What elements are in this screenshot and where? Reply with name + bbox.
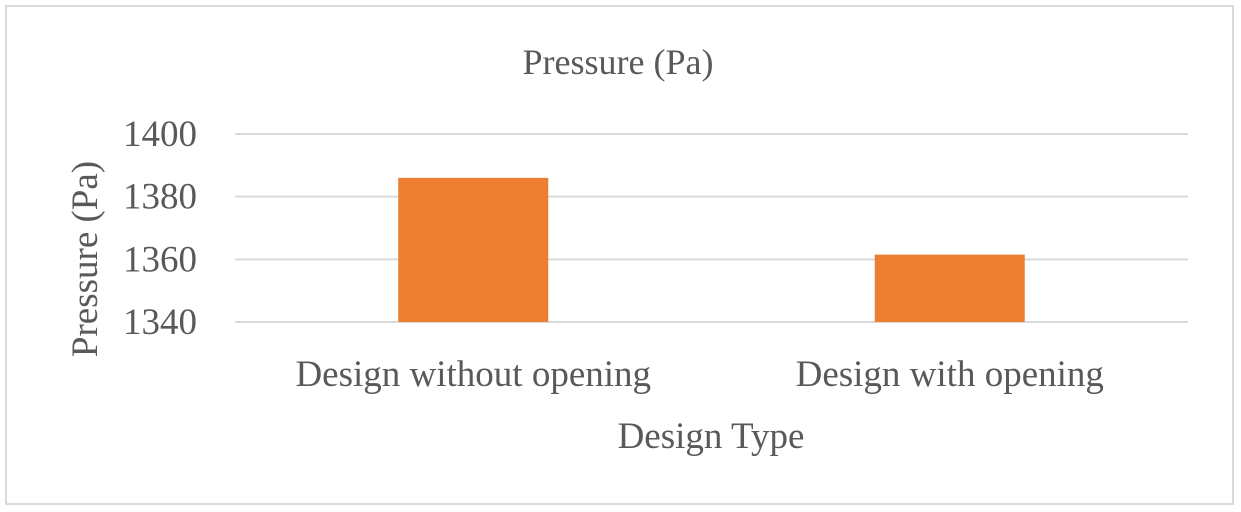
x-axis-ticks: Design without opening Design with openin… bbox=[295, 354, 1103, 395]
y-tick-label: 1360 bbox=[123, 239, 197, 280]
x-axis-title: Design Type bbox=[618, 416, 805, 457]
y-axis-ticks: 1340 1360 1380 1400 bbox=[123, 114, 197, 343]
chart-frame bbox=[5, 5, 1234, 505]
x-tick-label: Design without opening bbox=[295, 354, 651, 395]
y-axis-title: Pressure (Pa) bbox=[65, 161, 106, 357]
y-tick-label: 1380 bbox=[123, 177, 197, 218]
y-tick-label: 1340 bbox=[123, 302, 197, 343]
bars bbox=[398, 177, 1025, 322]
y-tick-label: 1400 bbox=[123, 114, 197, 155]
bar-1 bbox=[874, 254, 1025, 322]
chart-title: Pressure (Pa) bbox=[523, 42, 714, 82]
gridlines bbox=[235, 133, 1188, 323]
x-tick-label: Design with opening bbox=[796, 354, 1104, 395]
bar-0 bbox=[398, 177, 549, 322]
